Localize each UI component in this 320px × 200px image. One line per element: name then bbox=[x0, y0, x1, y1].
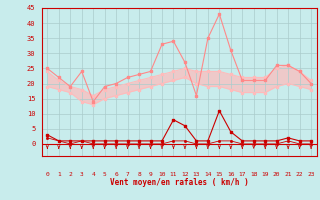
X-axis label: Vent moyen/en rafales ( km/h ): Vent moyen/en rafales ( km/h ) bbox=[110, 178, 249, 187]
